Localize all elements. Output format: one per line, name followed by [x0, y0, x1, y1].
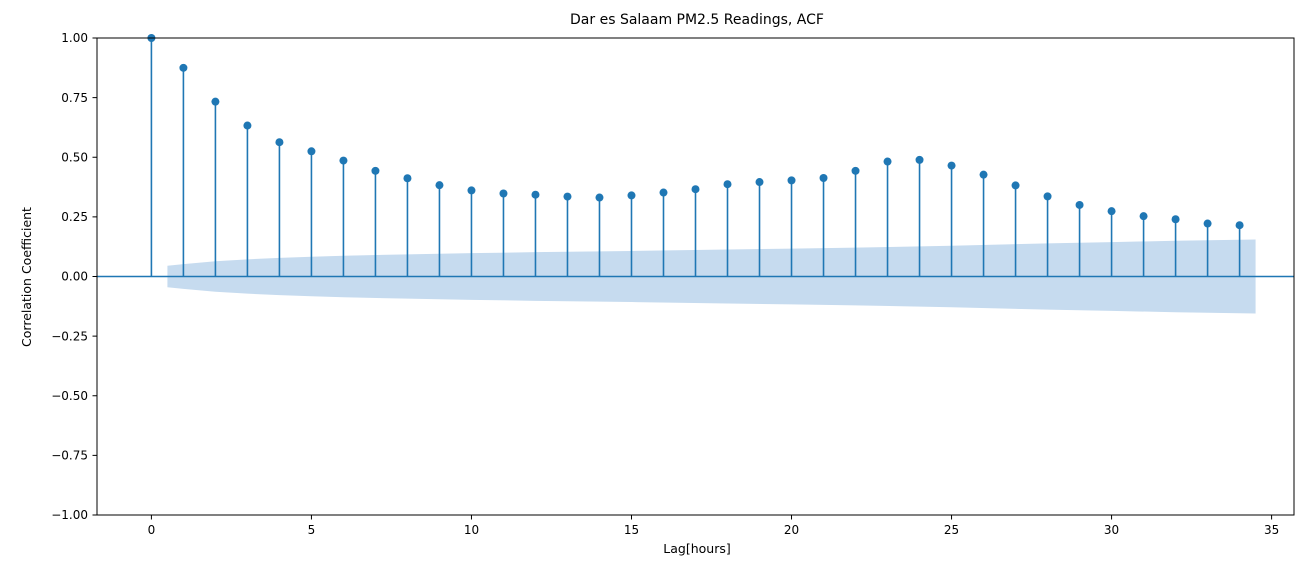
acf-point	[659, 188, 668, 197]
x-tick-label: 35	[1264, 523, 1279, 537]
y-tick-label: 0.75	[61, 91, 88, 105]
y-tick-label: 0.00	[61, 270, 88, 284]
x-tick-label: 30	[1104, 523, 1119, 537]
acf-point	[211, 97, 220, 106]
acf-point	[275, 138, 284, 147]
y-tick-label: −1.00	[51, 508, 88, 522]
y-axis-label: Correlation Coefficient	[19, 207, 34, 347]
acf-point	[1139, 212, 1148, 221]
y-tick-label: 0.50	[61, 150, 88, 164]
acf-point	[531, 190, 540, 199]
acf-point	[179, 63, 188, 72]
y-tick-label: 1.00	[61, 31, 88, 45]
acf-point	[1235, 221, 1244, 230]
acf-point	[1075, 200, 1084, 209]
x-tick-label: 20	[784, 523, 799, 537]
acf-point	[627, 191, 636, 200]
acf-point	[1107, 207, 1116, 216]
y-tick-label: −0.25	[51, 329, 88, 343]
acf-point	[1171, 215, 1180, 224]
acf-point	[1043, 192, 1052, 201]
acf-point	[563, 192, 572, 201]
y-tick-label: −0.50	[51, 389, 88, 403]
acf-point	[435, 181, 444, 190]
stem-layer	[150, 38, 1241, 277]
acf-point	[1203, 219, 1212, 228]
acf-point	[595, 193, 604, 202]
acf-point	[787, 176, 796, 185]
y-tick-label: 0.25	[61, 210, 88, 224]
x-axis-label: Lag[hours]	[663, 541, 730, 556]
x-tick-label: 0	[148, 523, 156, 537]
y-axis-ticks: −1.00 −0.75 −0.50 −0.25 0.00 0.25 0.50 0.75 1.00	[51, 31, 97, 522]
acf-point	[819, 173, 828, 182]
acf-point	[883, 157, 892, 166]
acf-point	[1011, 181, 1020, 190]
acf-point	[691, 185, 700, 194]
acf-point	[979, 170, 988, 179]
x-tick-label: 5	[308, 523, 316, 537]
acf-point	[371, 166, 380, 175]
x-tick-label: 25	[944, 523, 959, 537]
acf-point	[851, 166, 860, 175]
acf-point	[467, 186, 476, 195]
acf-point	[915, 155, 924, 164]
acf-point	[243, 121, 252, 130]
acf-point	[307, 147, 316, 156]
acf-point	[339, 156, 348, 165]
y-tick-label: −0.75	[51, 449, 88, 463]
acf-point	[403, 174, 412, 183]
x-axis-ticks: 0 5 10 15 20 25 30 35	[148, 515, 1279, 537]
x-tick-label: 15	[624, 523, 639, 537]
x-tick-label: 10	[464, 523, 479, 537]
acf-point	[947, 161, 956, 170]
chart-title: Dar es Salaam PM2.5 Readings, ACF	[570, 12, 824, 28]
acf-point	[723, 180, 732, 189]
acf-point	[499, 189, 508, 198]
acf-point	[755, 178, 764, 187]
